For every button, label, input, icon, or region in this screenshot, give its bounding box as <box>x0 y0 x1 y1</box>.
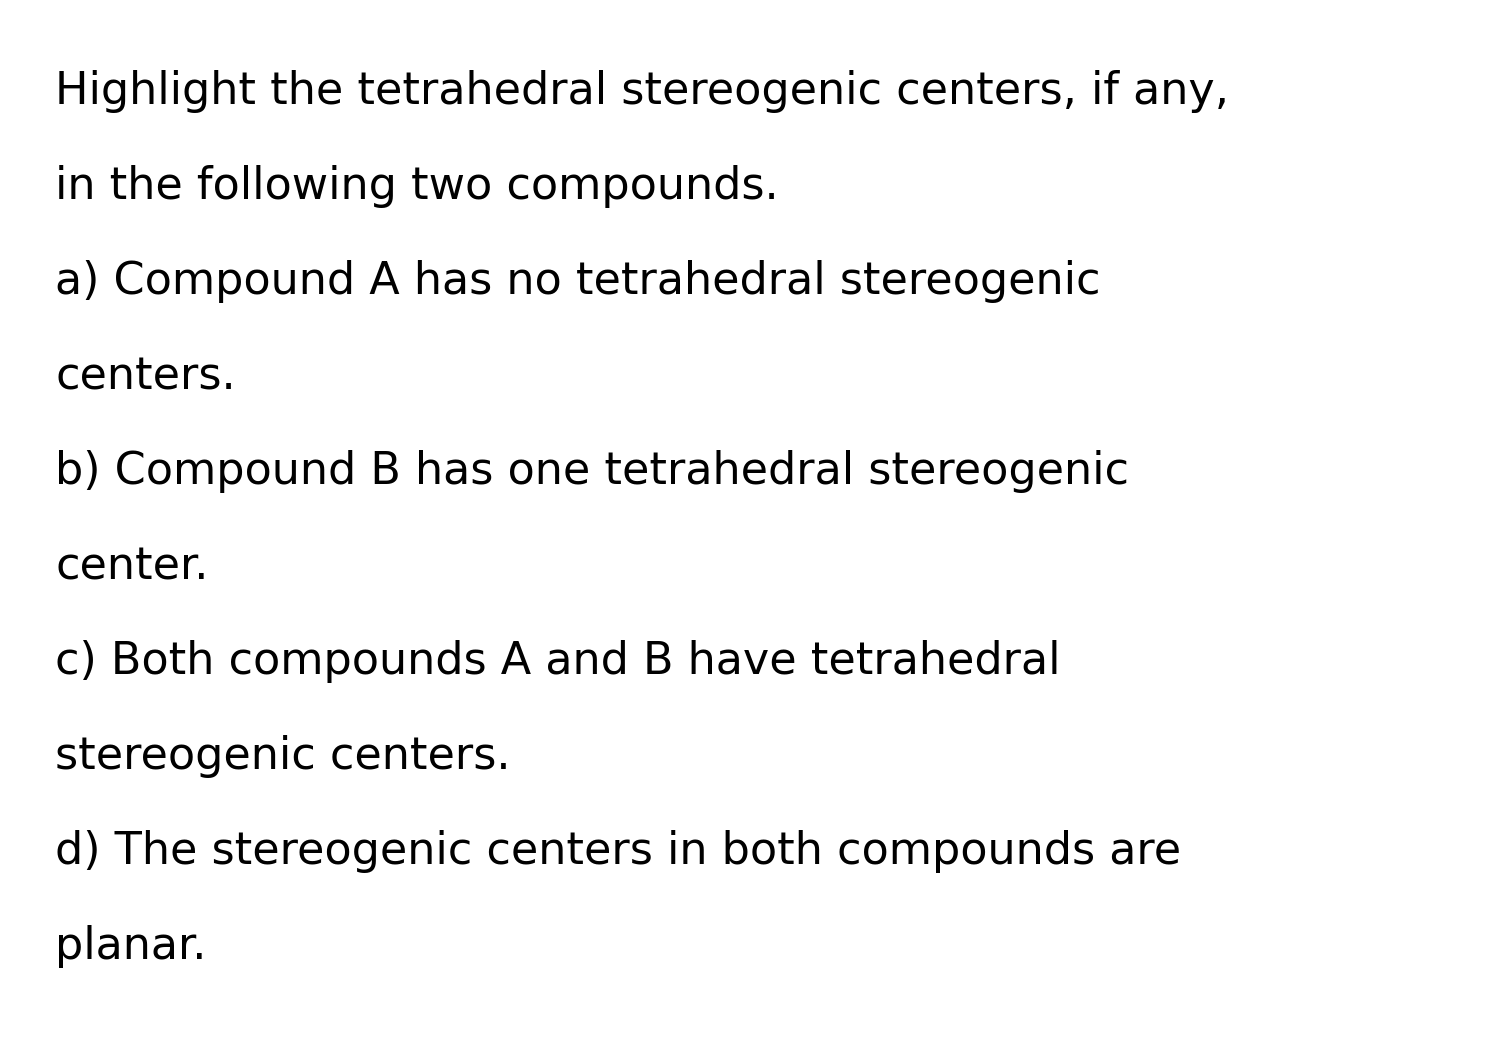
Text: Highlight the tetrahedral stereogenic centers, if any,: Highlight the tetrahedral stereogenic ce… <box>56 70 1228 113</box>
Text: a) Compound A has no tetrahedral stereogenic: a) Compound A has no tetrahedral stereog… <box>56 260 1101 303</box>
Text: in the following two compounds.: in the following two compounds. <box>56 165 779 208</box>
Text: d) The stereogenic centers in both compounds are: d) The stereogenic centers in both compo… <box>56 830 1180 873</box>
Text: center.: center. <box>56 545 208 588</box>
Text: stereogenic centers.: stereogenic centers. <box>56 735 510 778</box>
Text: b) Compound B has one tetrahedral stereogenic: b) Compound B has one tetrahedral stereo… <box>56 450 1130 493</box>
Text: c) Both compounds A and B have tetrahedral: c) Both compounds A and B have tetrahedr… <box>56 640 1060 683</box>
Text: centers.: centers. <box>56 355 236 398</box>
Text: planar.: planar. <box>56 925 207 968</box>
